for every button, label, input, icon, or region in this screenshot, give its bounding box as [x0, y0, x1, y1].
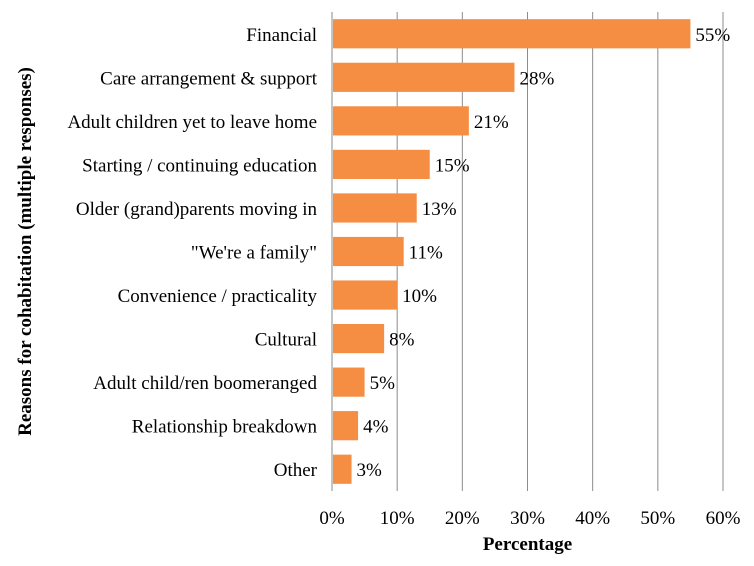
x-tick-labels: 0% 10% 20% 30% 40% 50% 60%	[319, 508, 740, 529]
bar	[333, 411, 359, 441]
x-tick-label: 50%	[640, 508, 675, 529]
x-tick-label: 0%	[319, 508, 345, 529]
bar	[333, 280, 398, 310]
category-label: Relationship breakdown	[132, 417, 318, 438]
category-label: Convenience / practicality	[118, 286, 318, 307]
value-label: 11%	[409, 243, 443, 264]
category-label: Cultural	[255, 330, 317, 351]
bar	[333, 19, 691, 49]
value-label: 8%	[389, 330, 415, 351]
category-label: Financial	[246, 25, 317, 46]
bar	[333, 193, 417, 223]
bar	[333, 324, 385, 354]
y-axis-title: Reasons for cohabitation (multiple respo…	[15, 67, 36, 436]
value-label: 28%	[519, 68, 554, 89]
value-label: 15%	[435, 155, 470, 176]
bar	[333, 106, 469, 136]
value-label: 3%	[357, 460, 383, 481]
x-tick-label: 30%	[510, 508, 545, 529]
bars	[333, 19, 691, 484]
value-label: 5%	[370, 373, 396, 394]
x-tick-label: 60%	[706, 508, 741, 529]
category-label: Adult child/ren boomeranged	[93, 373, 317, 394]
category-label: Starting / continuing education	[82, 155, 317, 176]
category-label: Other	[274, 460, 318, 481]
x-tick-label: 40%	[575, 508, 610, 529]
bar	[333, 62, 515, 92]
category-label: Older (grand)parents moving in	[76, 199, 318, 220]
x-tick-label: 20%	[445, 508, 480, 529]
bar	[333, 236, 404, 267]
value-label: 55%	[695, 25, 730, 46]
bar	[333, 149, 430, 179]
category-label: "We're a family"	[191, 243, 317, 264]
value-label: 10%	[402, 286, 437, 307]
value-labels: 55% 28% 21% 15% 13% 11% 10% 8% 5% 4% 3%	[357, 25, 731, 481]
category-label: Adult children yet to leave home	[67, 112, 317, 133]
category-labels: Financial Care arrangement & support Adult…	[67, 25, 317, 481]
x-axis-title: Percentage	[483, 534, 572, 555]
bar	[333, 454, 352, 484]
value-label: 13%	[422, 199, 457, 220]
value-label: 4%	[363, 417, 389, 438]
bar	[333, 367, 365, 397]
x-tick-label: 10%	[380, 508, 415, 529]
category-label: Care arrangement & support	[100, 68, 318, 89]
value-label: 21%	[474, 112, 509, 133]
